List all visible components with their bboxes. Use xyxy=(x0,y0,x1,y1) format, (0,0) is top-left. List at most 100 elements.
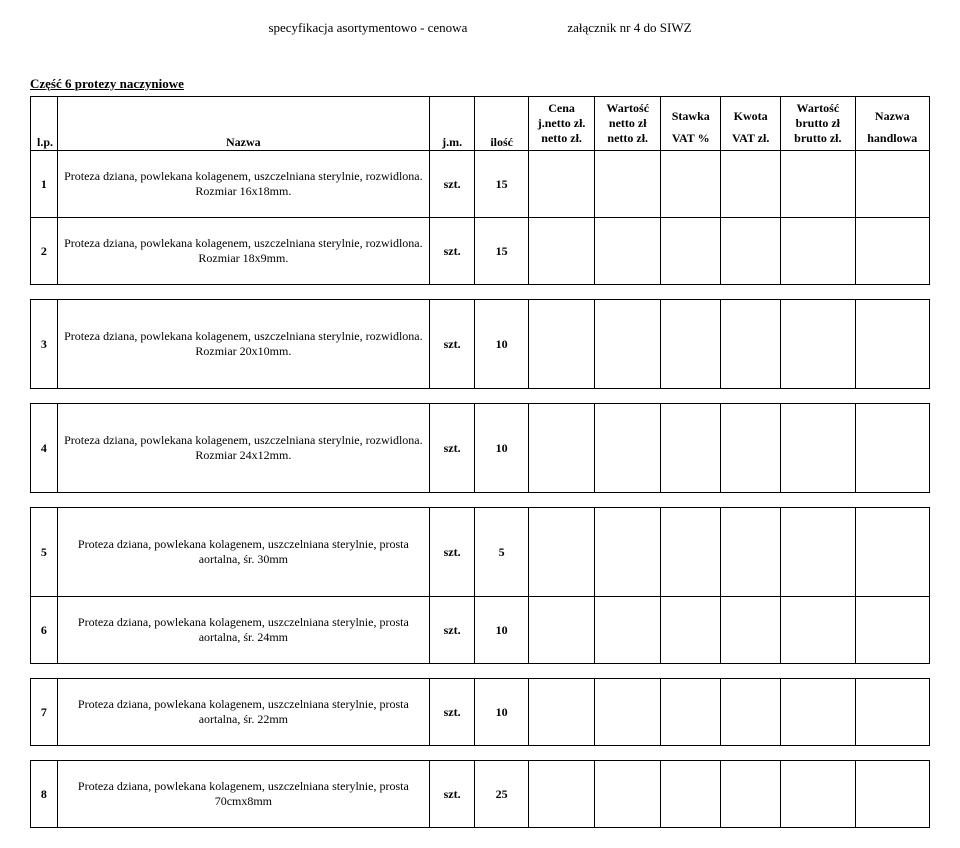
cell-name: Proteza dziana, powlekana kolagenem, usz… xyxy=(57,300,429,389)
cell-lp: 5 xyxy=(31,508,58,597)
cell-qty: 10 xyxy=(475,597,529,664)
row-gap xyxy=(31,493,930,508)
cell-lp: 2 xyxy=(31,218,58,285)
cell-kw xyxy=(721,761,781,828)
cell-wb xyxy=(781,597,855,664)
cell-wn xyxy=(595,404,661,493)
cell-vat xyxy=(661,761,721,828)
row-gap xyxy=(31,746,930,761)
section-title: Część 6 protezy naczyniowe xyxy=(30,76,930,92)
table-row: 4Proteza dziana, powlekana kolagenem, us… xyxy=(31,404,930,493)
cell-wn xyxy=(595,218,661,285)
table-row: 1Proteza dziana, powlekana kolagenem, us… xyxy=(31,151,930,218)
cell-jm: szt. xyxy=(429,404,474,493)
table-header: l.p. Nazwa j.m. ilość Cenaj.netto zł. Wa… xyxy=(31,97,930,151)
cell-jm: szt. xyxy=(429,300,474,389)
col-vat-bot: VAT % xyxy=(661,131,721,151)
cell-name: Proteza dziana, powlekana kolagenem, usz… xyxy=(57,761,429,828)
cell-kw xyxy=(721,404,781,493)
row-gap xyxy=(31,664,930,679)
cell-kw xyxy=(721,679,781,746)
cell-name: Proteza dziana, powlekana kolagenem, usz… xyxy=(57,218,429,285)
cell-nh xyxy=(855,679,929,746)
row-gap xyxy=(31,285,930,300)
table-row: 5Proteza dziana, powlekana kolagenem, us… xyxy=(31,508,930,597)
cell-qty: 5 xyxy=(475,508,529,597)
cell-qty: 15 xyxy=(475,218,529,285)
table-row: 6Proteza dziana, powlekana kolagenem, us… xyxy=(31,597,930,664)
cell-lp: 1 xyxy=(31,151,58,218)
cell-vat xyxy=(661,679,721,746)
cell-jm: szt. xyxy=(429,151,474,218)
cell-nh xyxy=(855,597,929,664)
cell-qty: 25 xyxy=(475,761,529,828)
cell-wn xyxy=(595,151,661,218)
col-wn-bot: netto zł. xyxy=(595,131,661,151)
cell-qty: 10 xyxy=(475,300,529,389)
cell-wn xyxy=(595,508,661,597)
col-name: Nazwa xyxy=(57,97,429,151)
col-cena-top: Cenaj.netto zł. xyxy=(529,97,595,132)
row-gap xyxy=(31,389,930,404)
cell-cena xyxy=(529,300,595,389)
cell-lp: 4 xyxy=(31,404,58,493)
table-row: 2Proteza dziana, powlekana kolagenem, us… xyxy=(31,218,930,285)
cell-lp: 3 xyxy=(31,300,58,389)
cell-lp: 6 xyxy=(31,597,58,664)
cell-cena xyxy=(529,761,595,828)
cell-name: Proteza dziana, powlekana kolagenem, usz… xyxy=(57,508,429,597)
cell-vat xyxy=(661,508,721,597)
cell-cena xyxy=(529,218,595,285)
col-wb-top: Wartośćbrutto zł xyxy=(781,97,855,132)
table-row: 3Proteza dziana, powlekana kolagenem, us… xyxy=(31,300,930,389)
cell-jm: szt. xyxy=(429,761,474,828)
cell-lp: 7 xyxy=(31,679,58,746)
cell-vat xyxy=(661,404,721,493)
cell-nh xyxy=(855,151,929,218)
cell-vat xyxy=(661,597,721,664)
cell-wn xyxy=(595,679,661,746)
cell-kw xyxy=(721,508,781,597)
cell-jm: szt. xyxy=(429,508,474,597)
col-nh-bot: handlowa xyxy=(855,131,929,151)
col-kw-top: Kwota xyxy=(721,97,781,132)
cell-name: Proteza dziana, powlekana kolagenem, usz… xyxy=(57,597,429,664)
cell-wb xyxy=(781,404,855,493)
col-wn-top: Wartośćnetto zł xyxy=(595,97,661,132)
cell-nh xyxy=(855,404,929,493)
cell-vat xyxy=(661,218,721,285)
cell-nh xyxy=(855,761,929,828)
cell-wb xyxy=(781,151,855,218)
cell-cena xyxy=(529,151,595,218)
cell-wb xyxy=(781,761,855,828)
cell-kw xyxy=(721,218,781,285)
header-left: specyfikacja asortymentowo - cenowa xyxy=(268,20,467,36)
col-wb-bot: brutto zł. xyxy=(781,131,855,151)
document-header: specyfikacja asortymentowo - cenowa załą… xyxy=(30,20,930,36)
table-row: 7Proteza dziana, powlekana kolagenem, us… xyxy=(31,679,930,746)
cell-vat xyxy=(661,151,721,218)
cell-lp: 8 xyxy=(31,761,58,828)
cell-wb xyxy=(781,218,855,285)
cell-wn xyxy=(595,300,661,389)
col-jm: j.m. xyxy=(429,97,474,151)
cell-kw xyxy=(721,597,781,664)
cell-vat xyxy=(661,300,721,389)
table-row: 8Proteza dziana, powlekana kolagenem, us… xyxy=(31,761,930,828)
cell-kw xyxy=(721,300,781,389)
spec-table: l.p. Nazwa j.m. ilość Cenaj.netto zł. Wa… xyxy=(30,96,930,828)
cell-cena xyxy=(529,597,595,664)
col-qty: ilość xyxy=(475,97,529,151)
cell-jm: szt. xyxy=(429,679,474,746)
cell-qty: 15 xyxy=(475,151,529,218)
cell-nh xyxy=(855,218,929,285)
cell-wb xyxy=(781,679,855,746)
cell-nh xyxy=(855,508,929,597)
cell-qty: 10 xyxy=(475,679,529,746)
cell-jm: szt. xyxy=(429,218,474,285)
cell-qty: 10 xyxy=(475,404,529,493)
cell-cena xyxy=(529,679,595,746)
cell-kw xyxy=(721,151,781,218)
col-nh-top: Nazwa xyxy=(855,97,929,132)
cell-name: Proteza dziana, powlekana kolagenem, usz… xyxy=(57,151,429,218)
